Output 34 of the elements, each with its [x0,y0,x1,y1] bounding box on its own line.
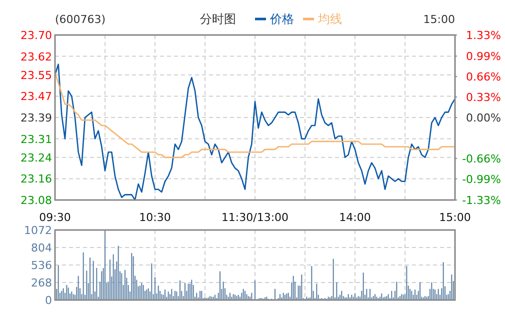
x-tick-label: 11:30/13:00 [221,211,289,224]
y-tick-label: 23.24 [20,151,52,164]
y-tick-label: 23.47 [20,90,52,104]
y2-tick-label: -0.99% [462,172,501,186]
y-tick-label: 23.16 [20,172,52,186]
legend-label: 价格 [269,12,294,26]
line-series [54,72,456,158]
y-tick-label: 804 [31,242,52,254]
y2-tick-label: 0.66% [466,70,501,84]
x-tick-label: 14:00 [339,211,371,224]
line-series [54,64,456,201]
y-tick-label: 23.55 [20,68,52,82]
chart-title: (600763) [55,13,106,26]
text: 15:00 [423,13,455,26]
y2-tick-label: -0.66% [462,152,501,166]
y-tick-label: 0 [45,294,52,307]
y-tick-label: 1072 [24,224,52,237]
x-tick-label: 09:30 [39,211,71,224]
y-tick-label: 23.39 [20,112,52,124]
x-tick-label: 10:30 [139,211,171,224]
y2-tick-label: -1.33% [462,194,501,207]
y-tick-label: 23.62 [20,50,52,64]
legend-label: 均线 [317,12,342,26]
y-tick-label: 536 [31,259,52,272]
y2-tick-label: 0.33% [466,91,501,104]
y-tick-label: 268 [31,276,52,290]
chart-subtitle: 分时图 [200,12,236,26]
y-tick-label: 23.08 [20,194,52,207]
y-tick-label: 23.70 [20,29,52,42]
y2-tick-label: 0.99% [466,50,501,64]
y-tick-label: 23.31 [20,132,52,146]
x-tick-label: 15:00 [439,211,471,224]
y2-tick-label: 0.00% [466,112,501,124]
y2-tick-label: 1.33% [466,29,501,42]
